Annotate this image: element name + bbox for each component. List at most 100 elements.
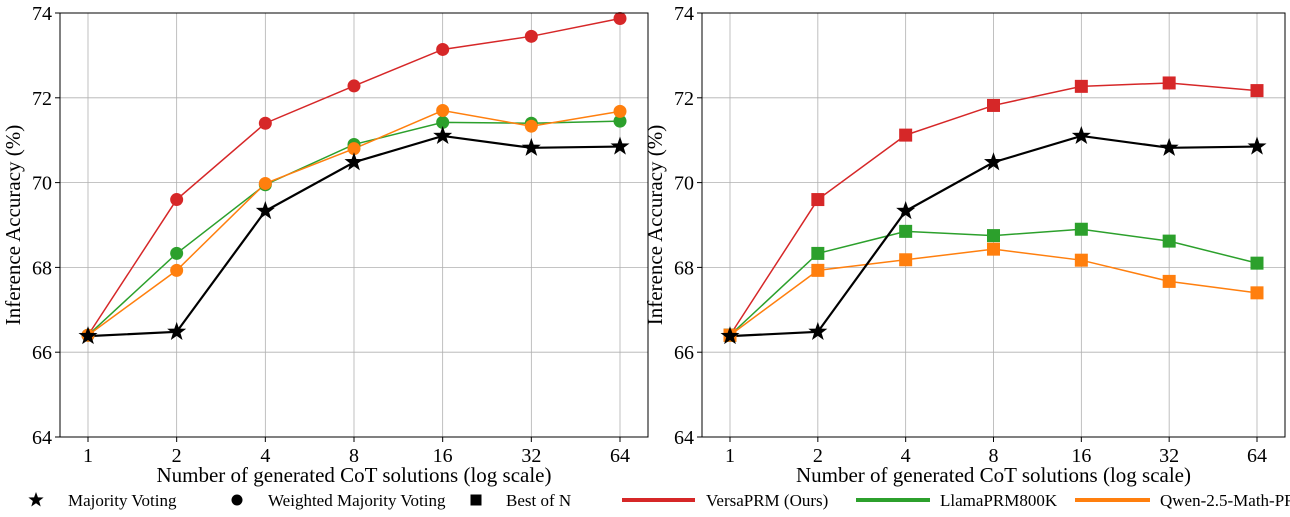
data-point-star xyxy=(433,125,453,145)
data-point-square xyxy=(1074,253,1088,267)
data-point-square xyxy=(899,253,913,267)
legend-square-icon xyxy=(470,494,482,506)
y-tick-label: 72 xyxy=(32,88,52,110)
x-tick-label: 8 xyxy=(989,445,999,467)
legend-item-llamaprm800k: LlamaPRM800K xyxy=(856,491,1058,510)
data-point-star xyxy=(521,137,541,156)
data-point-square xyxy=(1162,76,1176,90)
series-markers-qwen-2-5-math-prm xyxy=(81,104,627,342)
data-point-star xyxy=(344,152,364,171)
chart-right-best-of-n: 1 2 4 8 16 32 64 64 66 68 70 72 74 Number of generate… xyxy=(643,3,1286,487)
data-point-circle xyxy=(524,119,538,133)
data-point-circle xyxy=(170,263,184,277)
data-point-circle xyxy=(347,142,361,156)
y-tick-label: 64 xyxy=(674,427,694,449)
x-tick-label: 1 xyxy=(725,445,735,467)
data-point-square xyxy=(987,229,1000,243)
data-point-star xyxy=(720,326,740,345)
x-tick-label: 16 xyxy=(1071,445,1091,467)
y-tick-label: 74 xyxy=(32,3,52,25)
x-tick-label: 16 xyxy=(433,445,453,467)
data-point-square xyxy=(1162,234,1176,248)
data-point-star xyxy=(896,201,916,220)
data-point-circle xyxy=(347,79,361,93)
data-point-circle xyxy=(436,115,450,129)
data-point-square xyxy=(1162,274,1176,288)
y-axis-label: Inference Accuracy (%) xyxy=(643,125,667,326)
data-point-star xyxy=(610,136,630,155)
y-tick-label: 66 xyxy=(674,342,694,364)
legend-label: Weighted Majority Voting xyxy=(268,491,446,510)
series-markers-majority-voting xyxy=(78,125,630,345)
data-point-star xyxy=(808,321,828,340)
grid xyxy=(60,12,648,438)
legend-item-weighted-majority-voting: Weighted Majority Voting xyxy=(231,491,446,510)
y-tick-label: 72 xyxy=(674,88,694,110)
x-tick-label: 32 xyxy=(1159,445,1179,467)
y-tick-label: 68 xyxy=(32,257,52,279)
data-point-star xyxy=(1159,137,1179,156)
legend-label: LlamaPRM800K xyxy=(940,491,1058,510)
y-tick-label: 66 xyxy=(32,342,52,364)
data-point-circle xyxy=(258,116,272,130)
data-point-star xyxy=(78,326,98,345)
x-axis-label: Number of generated CoT solutions (log s… xyxy=(796,463,1191,487)
data-point-star xyxy=(167,321,187,340)
x-tick-label: 4 xyxy=(260,445,270,467)
legend-item-versaprm-ours: VersaPRM (Ours) xyxy=(622,491,828,510)
y-tick-label: 70 xyxy=(674,173,694,195)
data-point-square xyxy=(987,242,1000,256)
chart-left-weighted-majority-voting: 1 2 4 8 16 32 64 64 66 68 70 72 74 Number of generate… xyxy=(1,3,649,487)
data-point-square xyxy=(987,98,1000,112)
data-point-square xyxy=(1250,84,1264,98)
data-point-star xyxy=(1071,125,1091,145)
x-tick-label: 64 xyxy=(610,445,630,467)
data-point-circle xyxy=(258,176,272,190)
data-point-circle xyxy=(613,12,627,26)
legend-item-qwen-2-5-math-prm: Qwen-2.5-Math-PRM xyxy=(1075,491,1290,510)
data-point-circle xyxy=(613,114,627,128)
y-axis-label: Inference Accuracy (%) xyxy=(1,125,25,326)
y-tick-label: 74 xyxy=(674,3,694,25)
legend-circle-icon xyxy=(231,494,243,506)
data-point-square xyxy=(1250,286,1264,300)
data-point-circle xyxy=(170,193,184,207)
data-point-circle xyxy=(613,104,627,118)
y-tick-label: 70 xyxy=(32,173,52,195)
legend-label: Qwen-2.5-Math-PRM xyxy=(1160,491,1290,510)
x-tick-label: 8 xyxy=(349,445,359,467)
legend-label: Best of N xyxy=(506,491,571,510)
x-tick-label: 2 xyxy=(813,445,823,467)
legend-label: VersaPRM (Ours) xyxy=(706,491,828,510)
legend-label: Majority Voting xyxy=(68,491,177,510)
x-axis-label: Number of generated CoT solutions (log s… xyxy=(156,463,551,487)
grid xyxy=(702,12,1285,438)
data-point-circle xyxy=(524,29,538,43)
data-point-square xyxy=(1250,256,1264,270)
data-point-square xyxy=(811,246,825,260)
legend-star-icon xyxy=(28,492,44,507)
legend-item-majority-voting: Majority Voting xyxy=(28,491,177,510)
x-tick-label: 4 xyxy=(901,445,911,467)
x-tick-label: 64 xyxy=(1247,445,1267,467)
data-point-square xyxy=(899,128,913,142)
series-markers-majority-voting xyxy=(720,125,1267,345)
y-tick-label: 68 xyxy=(674,257,694,279)
data-point-square xyxy=(899,224,913,238)
y-tick-label: 64 xyxy=(32,427,52,449)
data-point-circle xyxy=(170,246,184,260)
x-tick-label: 2 xyxy=(172,445,182,467)
data-point-circle xyxy=(436,104,450,118)
series-markers-versaprm-ours- xyxy=(723,76,1264,342)
data-point-circle xyxy=(436,42,450,56)
data-point-star xyxy=(1247,136,1267,155)
data-point-square xyxy=(811,193,825,207)
x-tick-label: 32 xyxy=(521,445,541,467)
data-point-square xyxy=(811,263,825,277)
data-point-square xyxy=(1074,79,1088,93)
legend-item-best-of-n: Best of N xyxy=(470,491,571,510)
data-point-star xyxy=(983,152,1004,171)
x-tick-label: 1 xyxy=(83,445,93,467)
data-point-square xyxy=(1074,222,1088,236)
